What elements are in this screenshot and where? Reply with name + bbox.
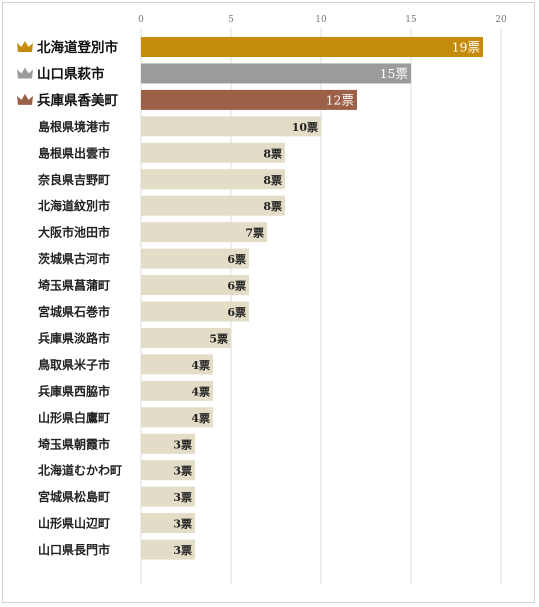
bar-value-label-2: 15票 — [380, 66, 408, 81]
bar-17 — [141, 460, 195, 481]
category-label-4: 島根県境港市 — [38, 119, 110, 134]
bar-8 — [141, 222, 267, 243]
bar-3 — [141, 89, 357, 110]
category-labels: 北海道登別市山口県萩市兵庫県香美町島根県境港市島根県出雲市奈良県吉野町北海道紋別… — [17, 39, 122, 557]
bar-value-label-1: 19票 — [452, 40, 480, 55]
x-tick-label-15: 15 — [405, 15, 417, 25]
x-tick-label-5: 5 — [228, 15, 234, 25]
crown-bronze-icon — [17, 93, 33, 105]
bar-value-label-17: 3票 — [173, 465, 192, 478]
bar-value-label-12: 5票 — [209, 332, 228, 345]
category-label-13: 鳥取県米子市 — [38, 357, 110, 372]
bar-value-label-20: 3票 — [173, 544, 192, 557]
category-label-10: 埼玉県菖蒲町 — [38, 278, 110, 293]
category-label-12: 兵庫県淡路市 — [38, 330, 110, 345]
bar-1 — [141, 37, 483, 57]
bar-2 — [141, 63, 411, 84]
crown-silver-icon — [17, 67, 33, 79]
category-label-7: 北海道紋別市 — [38, 198, 110, 213]
category-label-15: 山形県白鷹町 — [38, 410, 110, 425]
category-label-3: 兵庫県香美町 — [37, 92, 118, 109]
bars: 19票 15票 12票 10票 8票 8票 8票 7票 6票 6票 6票 5票 4票 4票 4票 3票 3票 3票… — [141, 37, 483, 560]
bar-value-label-11: 6票 — [227, 306, 246, 319]
bar-13 — [141, 354, 213, 375]
bar-value-label-16: 3票 — [173, 438, 192, 451]
x-axis-ticks: 0 5 10 15 20 — [138, 15, 507, 25]
bar-value-label-3: 12票 — [326, 92, 354, 107]
bar-12 — [141, 327, 231, 348]
category-label-17: 北海道むかわ町 — [38, 463, 122, 478]
bar-value-label-13: 4票 — [191, 359, 210, 372]
category-label-6: 奈良県吉野町 — [37, 172, 110, 187]
x-tick-label-0: 0 — [138, 15, 144, 25]
bar-15 — [141, 407, 213, 428]
category-label-1: 北海道登別市 — [37, 39, 118, 56]
bar-value-label-9: 6票 — [227, 253, 246, 266]
bar-19 — [141, 513, 195, 534]
bar-value-label-6: 8票 — [263, 174, 282, 187]
category-label-11: 宮城県石巻市 — [38, 304, 110, 319]
bar-20 — [141, 539, 195, 560]
bar-value-label-18: 3票 — [173, 491, 192, 504]
category-label-2: 山口県萩市 — [37, 65, 105, 82]
category-label-18: 宮城県松島町 — [38, 489, 110, 504]
bar-value-label-15: 4票 — [191, 412, 210, 425]
bar-18 — [141, 486, 195, 507]
bar-5 — [141, 142, 285, 163]
bar-11 — [141, 301, 249, 322]
category-label-9: 茨城県古河市 — [38, 251, 110, 266]
bar-6 — [141, 169, 285, 190]
category-label-5: 島根県出雲市 — [38, 145, 110, 160]
bar-value-label-7: 8票 — [263, 200, 282, 213]
bar-value-label-10: 6票 — [227, 280, 246, 293]
bar-4 — [141, 116, 321, 137]
bar-value-label-5: 8票 — [263, 147, 282, 160]
bar-10 — [141, 275, 249, 296]
bar-9 — [141, 248, 249, 269]
x-tick-label-10: 10 — [315, 15, 327, 25]
category-label-20: 山口県長門市 — [38, 542, 110, 557]
bar-value-label-8: 7票 — [245, 227, 264, 240]
bar-16 — [141, 433, 195, 454]
category-label-14: 兵庫県西脇市 — [38, 383, 110, 398]
bar-7 — [141, 195, 285, 216]
category-label-16: 埼玉県朝霞市 — [38, 436, 110, 451]
category-label-19: 山形県山辺町 — [38, 516, 110, 531]
bar-value-label-14: 4票 — [191, 385, 210, 398]
category-label-8: 大阪市池田市 — [38, 225, 110, 240]
bar-14 — [141, 380, 213, 401]
bar-value-label-19: 3票 — [173, 518, 192, 531]
crown-gold-icon — [17, 41, 33, 52]
bar-value-label-4: 10票 — [292, 121, 318, 134]
x-tick-label-20: 20 — [495, 15, 507, 25]
